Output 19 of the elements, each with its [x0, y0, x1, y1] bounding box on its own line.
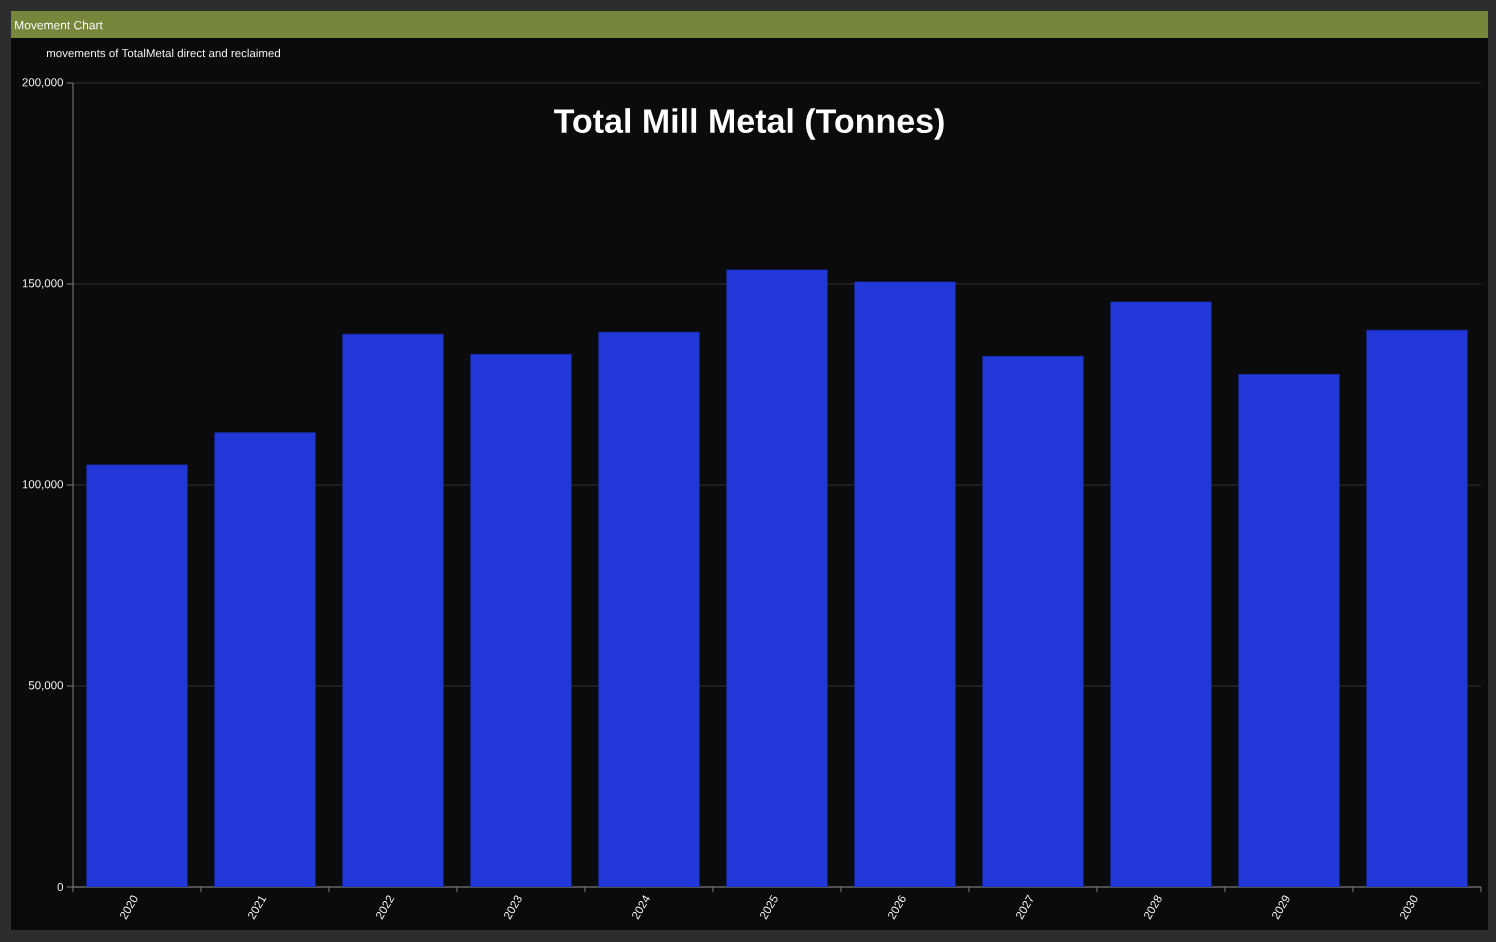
bar: [86, 464, 188, 887]
bar: [1238, 374, 1340, 887]
bar: [726, 269, 828, 887]
bar: [214, 432, 316, 887]
text: Movement Chart: [15, 20, 103, 30]
bar: [982, 355, 1084, 887]
bar: [1110, 301, 1212, 887]
bar: [854, 281, 956, 887]
y-tick-label: 200,000: [22, 78, 64, 88]
y-tick-label: 0: [57, 882, 64, 892]
text: movements of TotalMetal direct and reclaimed: [46, 48, 280, 58]
bar: [342, 333, 444, 887]
y-tick-label: 150,000: [22, 279, 64, 289]
y-tick-label: 50,000: [28, 681, 64, 691]
bar: [470, 353, 572, 887]
bar: [598, 331, 700, 887]
y-tick-label: 100,000: [22, 480, 64, 490]
bar: [1366, 329, 1468, 887]
text: Total Mill Metal (Tonnes): [554, 108, 944, 140]
